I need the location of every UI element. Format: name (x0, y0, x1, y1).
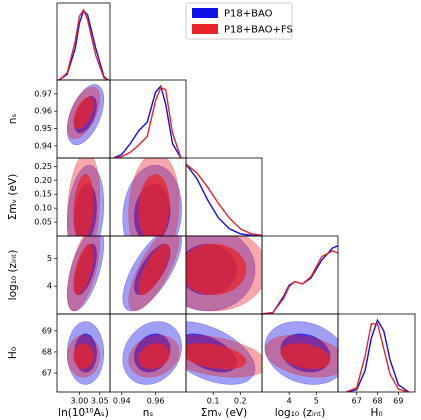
x-axis-label: nₛ (143, 407, 154, 419)
y-axis-label: nₛ (7, 114, 19, 125)
contour (186, 343, 247, 370)
contour (73, 96, 94, 129)
panel (186, 236, 262, 312)
y-tick-label: 0.97 (34, 89, 52, 98)
y-tick-label: 0.25 (34, 162, 52, 171)
panel (264, 321, 338, 385)
marginal-line (346, 318, 410, 392)
y-tick-label: 68 (42, 347, 52, 356)
x-tick-label: 0.2 (234, 397, 247, 406)
y-axis-label: H₀ (7, 347, 19, 359)
x-axis-label: Σmᵥ (eV) (201, 407, 247, 419)
x-tick-label: 69 (393, 397, 403, 406)
panel (67, 321, 105, 385)
y-tick-label: 67 (42, 369, 52, 378)
contour (186, 243, 247, 296)
y-axis-label: log₁₀ (zᵢₙₜ) (7, 250, 19, 301)
y-tick-label: 0.95 (34, 124, 52, 133)
marginal-line (262, 250, 338, 314)
x-tick-label: 68 (372, 397, 382, 406)
panel (186, 321, 262, 385)
marginal-line (346, 323, 409, 392)
panel (122, 236, 182, 312)
x-tick-label: 4 (287, 397, 292, 406)
panel-frame (337, 313, 416, 393)
panel (67, 236, 105, 312)
legend-label: P18+BAO (224, 9, 273, 20)
y-tick-label: 5 (47, 254, 52, 263)
y-tick-label: 0.20 (34, 176, 52, 185)
panel (122, 321, 182, 385)
legend-swatch (192, 8, 218, 18)
panel (262, 245, 338, 314)
marginal-line (262, 245, 338, 314)
panel (186, 163, 262, 236)
y-tick-label: 0.94 (34, 141, 52, 150)
plots: 0.940.950.960.97nₛ0.050.100.150.200.25Σm… (7, 2, 416, 419)
y-tick-label: 0.10 (34, 204, 52, 213)
y-tick-label: 0.05 (34, 218, 52, 227)
panel (67, 158, 105, 236)
x-tick-label: 0.94 (113, 397, 131, 406)
contour (138, 343, 170, 370)
y-axis-label: Σmᵥ (eV) (7, 174, 19, 220)
x-tick-label: 0.96 (147, 397, 165, 406)
marginal-line (186, 163, 262, 236)
x-axis-label: H₀ (370, 407, 382, 419)
y-tick-label: 69 (42, 326, 52, 335)
panel (122, 158, 182, 236)
x-tick-label: 0.1 (207, 397, 220, 406)
contour (73, 343, 94, 370)
panel-frame (261, 235, 339, 315)
marginal-line (58, 8, 109, 80)
marginal-line (113, 84, 182, 158)
contour (73, 243, 94, 296)
contour (73, 174, 94, 236)
x-axis-label: ln(10¹⁰Aₛ) (58, 407, 109, 419)
legend: P18+BAO P18+BAO+FS (185, 2, 293, 40)
y-tick-label: 0.96 (34, 107, 52, 116)
panel (58, 8, 109, 80)
panel (346, 318, 410, 392)
x-axis-label: log₁₀ (zᵢₙₜ) (275, 407, 326, 419)
legend-label: P18+BAO+FS (224, 25, 293, 36)
marginal-line (186, 163, 262, 236)
y-tick-label: 4 (47, 282, 52, 291)
panel (113, 84, 182, 158)
legend-swatch (192, 24, 218, 34)
panel (67, 84, 105, 146)
y-tick-label: 0.15 (34, 190, 52, 199)
x-tick-label: 67 (352, 397, 362, 406)
contour (280, 343, 331, 370)
x-tick-label: 5 (314, 397, 319, 406)
x-tick-label: 3.05 (91, 397, 109, 406)
x-tick-label: 3.00 (71, 397, 89, 406)
contour (138, 243, 170, 296)
marginal-line (113, 86, 182, 158)
